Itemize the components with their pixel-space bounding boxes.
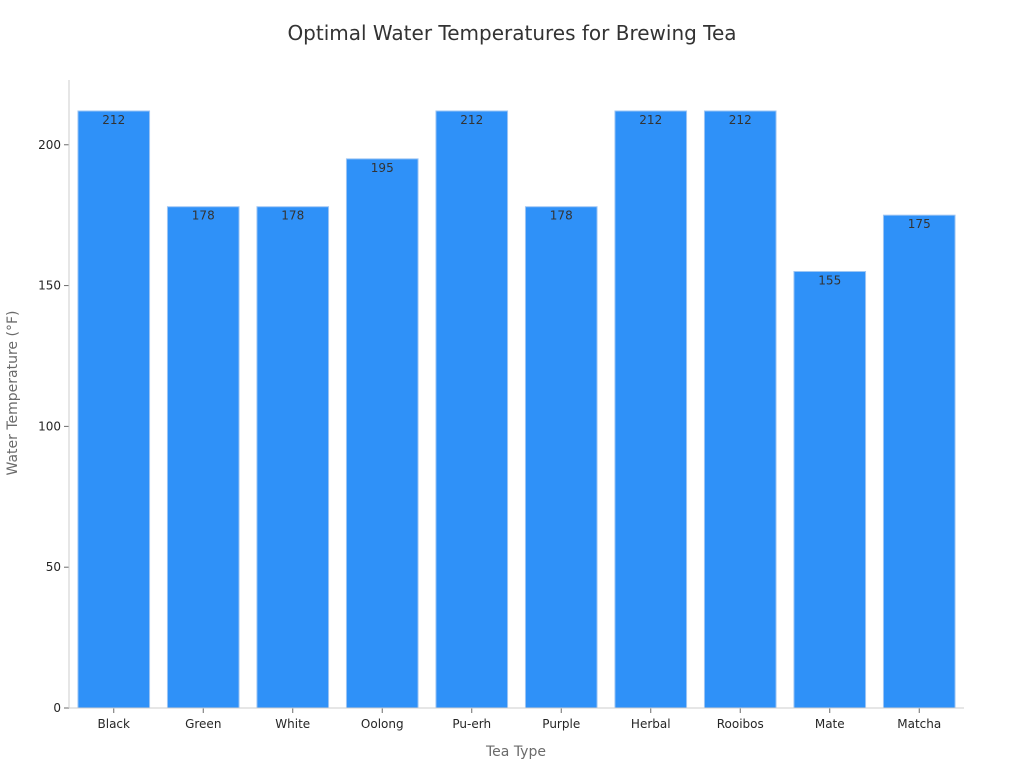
data-label: 195: [371, 161, 394, 175]
data-label: 178: [192, 209, 215, 223]
data-label: 178: [550, 209, 573, 223]
x-tick-label: Pu-erh: [452, 717, 491, 731]
x-tick-label: Rooibos: [717, 717, 764, 731]
bar: [345, 158, 419, 709]
bar: [614, 110, 688, 709]
bar: [77, 110, 151, 709]
y-tick-label: 150: [38, 279, 61, 293]
x-tick-label: Mate: [815, 717, 845, 731]
bar: [166, 206, 240, 709]
x-tick-label: Matcha: [897, 717, 941, 731]
data-label: 212: [639, 113, 662, 127]
x-tick-label: Purple: [542, 717, 580, 731]
bar: [882, 214, 956, 709]
axes-layer: Black Green White Oolong Pu-erh Purple Herbal R…: [38, 80, 964, 731]
x-tick-label: Oolong: [361, 717, 404, 731]
x-tick-label: Black: [98, 717, 131, 731]
data-label: 212: [102, 113, 125, 127]
y-tick-label: 50: [46, 560, 61, 574]
data-label: 178: [281, 209, 304, 223]
x-tick-label: Herbal: [631, 717, 671, 731]
y-axis-label: Water Temperature (°F): [5, 311, 21, 476]
data-label: 212: [729, 113, 752, 127]
bar: [435, 110, 509, 709]
bar: [524, 206, 598, 709]
data-label: 212: [460, 113, 483, 127]
data-label: 155: [818, 273, 841, 287]
data-label: 175: [908, 217, 931, 231]
chart-title: Optimal Water Temperatures for Brewing T…: [287, 21, 736, 45]
y-tick-label: 200: [38, 138, 61, 152]
bar: [793, 270, 867, 709]
bar: [703, 110, 777, 709]
y-tick-label: 0: [53, 701, 61, 715]
x-tick-label: Green: [185, 717, 221, 731]
x-tick-label: White: [275, 717, 310, 731]
bars-layer: 212 178 178 195 212 178 212 212 155 175: [77, 110, 956, 709]
bar: [256, 206, 330, 709]
x-axis-label: Tea Type: [485, 744, 546, 760]
y-tick-label: 100: [38, 419, 61, 433]
